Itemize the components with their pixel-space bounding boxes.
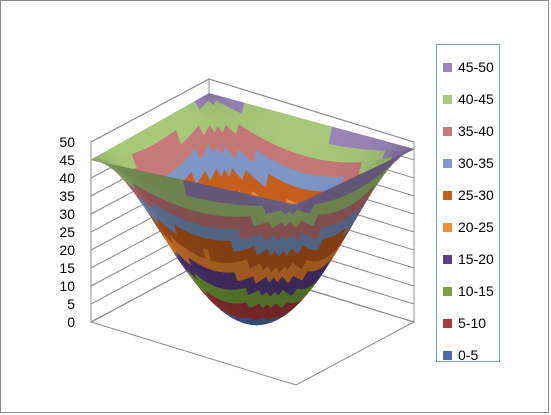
legend-label: 30-35 <box>458 155 494 171</box>
z-tick-label: 25 <box>59 224 75 240</box>
legend-label: 45-50 <box>458 59 494 75</box>
legend-item: 45-50 <box>437 51 499 83</box>
legend-swatch <box>443 126 452 136</box>
z-tick-label: 0 <box>67 314 75 330</box>
gridline <box>90 78 415 143</box>
z-tick-label: 30 <box>59 206 75 222</box>
legend-item: 20-25 <box>437 211 499 243</box>
z-tick-label: 10 <box>59 278 75 294</box>
surface-facet <box>290 203 300 206</box>
legend-swatch <box>443 254 452 264</box>
z-tick-label: 40 <box>59 170 75 186</box>
legend-label: 10-15 <box>458 283 494 299</box>
legend-swatch <box>443 62 452 72</box>
legend-label: 0-5 <box>458 347 479 363</box>
legend-item: 0-5 <box>437 339 499 371</box>
z-axis-ticks: 0 5 10 15 20 25 30 35 40 45 50 <box>59 134 75 330</box>
z-tick-label: 35 <box>59 188 75 204</box>
legend-label: 20-25 <box>458 219 494 235</box>
z-tick-label: 5 <box>67 296 75 312</box>
legend-item: 40-45 <box>437 83 499 115</box>
legend-item: 30-35 <box>437 147 499 179</box>
legend-label: 25-30 <box>458 187 494 203</box>
z-tick-label: 50 <box>59 134 75 150</box>
legend-label: 15-20 <box>458 251 494 267</box>
legend-label: 40-45 <box>458 91 494 107</box>
legend-item: 10-15 <box>437 275 499 307</box>
legend-swatch <box>443 94 452 104</box>
surface-plot: 0 5 10 15 20 25 30 35 40 45 50 <box>59 78 416 386</box>
floor-outline <box>89 258 416 386</box>
legend-label: 35-40 <box>458 123 494 139</box>
z-tick-label: 20 <box>59 242 75 258</box>
legend-item: 25-30 <box>437 179 499 211</box>
z-tick-label: 45 <box>59 152 75 168</box>
legend-swatch <box>443 286 452 296</box>
legend: 45-50 40-45 35-40 30-35 25-30 20-25 15-20 10-15… <box>436 44 500 363</box>
floor-plane <box>89 258 416 386</box>
legend-swatch <box>443 190 452 200</box>
legend-item: 35-40 <box>437 115 499 147</box>
legend-swatch <box>443 222 452 232</box>
legend-swatch <box>443 318 452 328</box>
legend-label: 5-10 <box>458 315 487 331</box>
z-tick-label: 15 <box>59 260 75 276</box>
legend-swatch <box>443 350 452 360</box>
legend-item: 5-10 <box>437 307 499 339</box>
legend-swatch <box>443 158 452 168</box>
surface-mesh <box>90 93 415 326</box>
legend-item: 15-20 <box>437 243 499 275</box>
